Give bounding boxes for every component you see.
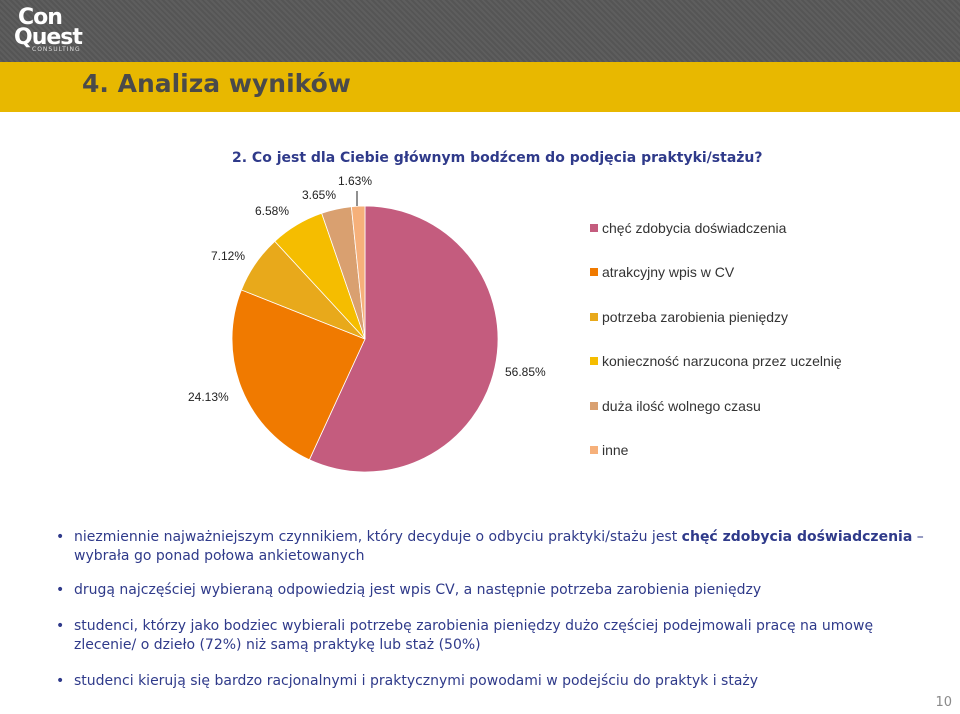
legend-label: potrzeba zarobienia pieniędzy	[602, 309, 788, 325]
slice-value-label: 24.13%	[188, 390, 229, 404]
bullet-dot: •	[56, 581, 64, 600]
slice-value-label: 6.58%	[255, 204, 289, 218]
page-number: 10	[935, 695, 952, 710]
legend-swatch	[590, 402, 598, 410]
legend-swatch	[590, 446, 598, 454]
bullet-dot: •	[56, 617, 64, 636]
slice-value-label: 1.63%	[338, 174, 372, 188]
slice-value-label: 7.12%	[211, 249, 245, 263]
title-bar: 4. Analiza wyników	[0, 62, 960, 112]
bullet-text: studenci, którzy jako bodziec wybierali …	[74, 617, 924, 655]
slice-value-label: 3.65%	[302, 188, 336, 202]
bullet-dot: •	[56, 528, 64, 547]
bullet-text: drugą najczęściej wybieraną odpowiedzią …	[74, 581, 924, 600]
top-banner: Con Quest CONSULTING	[0, 0, 960, 62]
conquest-logo: Con Quest CONSULTING	[10, 5, 100, 57]
bullet-bold-text: chęć zdobycia doświadczenia	[682, 529, 913, 545]
legend-swatch	[590, 268, 598, 276]
legend-swatch	[590, 224, 598, 232]
legend-label: konieczność narzucona przez uczelnię	[602, 353, 842, 369]
pie-chart: 2. Co jest dla Ciebie głównym bodźcem do…	[0, 112, 960, 512]
legend-swatch	[590, 313, 598, 321]
legend-label: atrakcyjny wpis w CV	[602, 264, 734, 280]
legend-label: chęć zdobycia doświadczenia	[602, 220, 786, 236]
bullet-text: niezmiennie najważniejszym czynnikiem, k…	[74, 529, 682, 545]
legend-label: duża ilość wolnego czasu	[602, 398, 761, 414]
slice-value-label: 56.85%	[505, 365, 546, 379]
legend-label: inne	[602, 442, 628, 458]
chart-title: 2. Co jest dla Ciebie głównym bodźcem do…	[232, 150, 763, 166]
bullet-dot: •	[56, 672, 64, 691]
bullet-text: studenci kierują się bardzo racjonalnymi…	[74, 672, 924, 691]
page-title: 4. Analiza wyników	[82, 69, 351, 98]
legend-swatch	[590, 357, 598, 365]
logo-line-3: CONSULTING	[32, 46, 81, 53]
